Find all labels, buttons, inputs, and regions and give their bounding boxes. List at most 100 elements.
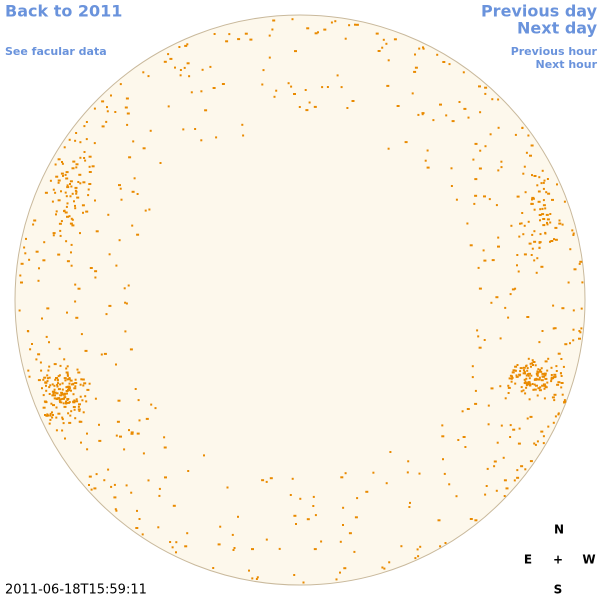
facula xyxy=(48,393,51,395)
facula xyxy=(262,69,265,72)
facula xyxy=(529,154,532,157)
facula xyxy=(201,68,204,71)
facula xyxy=(105,120,108,123)
facula xyxy=(231,533,234,536)
facula xyxy=(530,202,533,205)
facula xyxy=(248,569,250,572)
solar-disk xyxy=(14,14,586,586)
facula xyxy=(541,330,544,332)
facula xyxy=(525,151,528,154)
previous-day-link[interactable]: Previous day xyxy=(481,2,598,21)
facula xyxy=(484,86,488,89)
facula xyxy=(579,260,583,263)
facula xyxy=(273,95,276,98)
facula xyxy=(516,469,519,472)
facula xyxy=(388,561,391,564)
facula xyxy=(382,38,385,41)
facula xyxy=(526,369,529,372)
facula xyxy=(528,377,531,380)
facula xyxy=(57,199,61,202)
facula xyxy=(124,106,128,109)
facula xyxy=(478,346,482,349)
facula xyxy=(80,441,82,444)
facula xyxy=(63,392,67,395)
facula xyxy=(381,46,384,49)
facula xyxy=(348,532,352,535)
facula xyxy=(77,405,80,408)
facula xyxy=(563,200,566,203)
facula xyxy=(544,232,547,235)
previous-hour-link[interactable]: Previous hour xyxy=(511,45,598,58)
facula xyxy=(533,442,536,445)
back-link[interactable]: Back to 2011 xyxy=(5,2,122,21)
facula xyxy=(83,157,86,159)
facula xyxy=(59,229,62,232)
facula xyxy=(66,401,70,404)
facula xyxy=(131,190,135,193)
facula xyxy=(304,89,307,91)
facula xyxy=(68,138,71,141)
facula xyxy=(132,140,135,143)
facula xyxy=(74,300,77,303)
facula xyxy=(255,578,258,580)
facula xyxy=(61,418,64,421)
compass-west: W xyxy=(582,553,595,567)
facula xyxy=(167,105,170,108)
facula xyxy=(72,393,75,396)
facula xyxy=(46,307,50,310)
facula xyxy=(81,204,85,207)
facula xyxy=(553,327,557,330)
facula xyxy=(409,501,411,504)
facula xyxy=(512,428,516,431)
facula xyxy=(59,234,62,237)
facula xyxy=(35,358,38,361)
facula xyxy=(237,515,239,518)
facula xyxy=(517,442,521,445)
facula xyxy=(184,545,188,548)
facula xyxy=(530,254,533,256)
facula xyxy=(64,173,67,176)
facula xyxy=(101,125,105,128)
facula xyxy=(504,397,507,400)
facula xyxy=(334,20,337,23)
facula xyxy=(466,408,470,410)
next-hour-link[interactable]: Next hour xyxy=(536,58,598,71)
facula xyxy=(476,329,479,332)
facula xyxy=(563,401,566,404)
facula xyxy=(91,165,95,168)
facula xyxy=(544,377,548,380)
facula xyxy=(83,382,87,385)
facula xyxy=(355,23,359,26)
facula xyxy=(209,65,212,68)
facula xyxy=(466,222,469,225)
facula xyxy=(130,491,133,494)
facula xyxy=(73,387,77,390)
facula xyxy=(78,409,81,412)
facula xyxy=(118,184,121,187)
facula xyxy=(163,436,166,439)
facula xyxy=(46,414,50,417)
facula xyxy=(523,382,526,384)
facula xyxy=(393,38,397,41)
facula xyxy=(275,89,278,92)
next-day-link[interactable]: Next day xyxy=(517,19,598,38)
facula xyxy=(474,402,478,405)
facula xyxy=(563,399,566,402)
facula xyxy=(57,181,60,184)
facula xyxy=(518,427,521,430)
facula xyxy=(507,384,510,387)
facula xyxy=(524,468,527,471)
facula xyxy=(63,396,66,399)
facula xyxy=(496,441,499,444)
facula xyxy=(478,287,482,290)
facula xyxy=(526,367,529,370)
facular-link[interactable]: See facular data xyxy=(5,45,107,58)
facula xyxy=(55,406,58,409)
facula xyxy=(442,61,446,63)
facula xyxy=(251,548,254,551)
facula xyxy=(537,200,541,203)
facula xyxy=(27,330,30,333)
facula xyxy=(533,259,536,262)
facula xyxy=(149,129,152,132)
facula xyxy=(129,348,133,351)
